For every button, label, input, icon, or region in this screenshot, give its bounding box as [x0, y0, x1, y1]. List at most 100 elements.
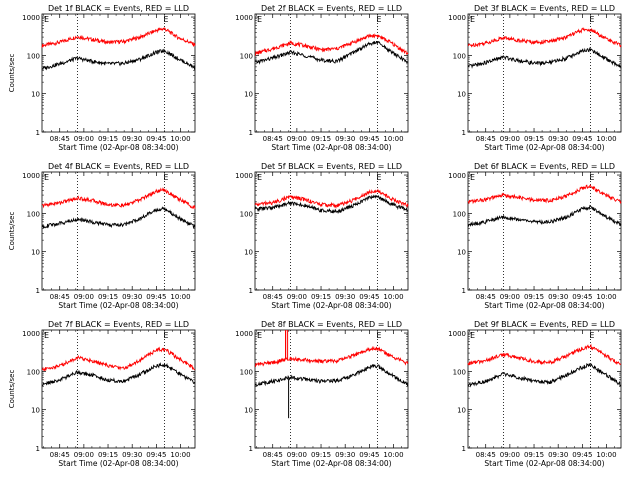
- chart-panel: Det 8f BLACK = Events, RED = LLD 1 10 100 10…: [235, 320, 409, 468]
- series-line-black: [254, 194, 409, 214]
- x-tick-label: 09:00: [500, 293, 520, 301]
- x-tick-label: 09:45: [146, 135, 166, 143]
- chart-panel: Det 2f BLACK = Events, RED = LLD 1 10 100 10…: [235, 4, 409, 152]
- y-tick-label: 1: [462, 287, 466, 295]
- x-tick-label: 09:00: [74, 135, 94, 143]
- y-tick-label: 10: [31, 249, 40, 257]
- time-marker-label: E: [589, 331, 594, 340]
- x-tick-label: 09:15: [98, 293, 118, 301]
- time-marker-label: E: [163, 331, 168, 340]
- y-tick-label: 1000: [448, 172, 466, 180]
- series-line-red: [467, 184, 622, 205]
- time-marker-label: E: [376, 173, 381, 182]
- plot-frame: [254, 329, 409, 449]
- x-tick-label: 09:30: [335, 135, 355, 143]
- y-tick-label: 10: [31, 91, 40, 99]
- time-marker-label: E: [376, 331, 381, 340]
- x-tick-label: 10:00: [383, 451, 403, 459]
- x-tick-label: 09:15: [524, 293, 544, 301]
- y-tick-label: 10: [457, 91, 466, 99]
- x-axis-label: Start Time (02-Apr-08 08:34:00): [58, 143, 178, 152]
- x-tick-label: 09:45: [572, 293, 592, 301]
- chart-panel: Det 3f BLACK = Events, RED = LLD 1 10 100 10…: [448, 4, 622, 152]
- series-line-red: [467, 343, 622, 366]
- x-tick-label: 09:00: [74, 293, 94, 301]
- series-line-black: [41, 361, 196, 386]
- chart-title: Det 8f BLACK = Events, RED = LLD: [261, 320, 402, 329]
- plot-frame: [467, 13, 622, 133]
- time-marker-label: E: [470, 331, 475, 340]
- x-tick-label: 09:00: [287, 135, 307, 143]
- x-tick-label: 08:45: [476, 451, 496, 459]
- plot-frame: [254, 171, 409, 291]
- y-tick-label: 100: [27, 52, 40, 60]
- x-tick-label: 09:45: [359, 135, 379, 143]
- y-tick-label: 1: [36, 287, 40, 295]
- y-tick-label: 1: [249, 287, 253, 295]
- chart-panel: Det 6f BLACK = Events, RED = LLD 1 10 100 10…: [448, 162, 622, 310]
- x-tick-label: 09:15: [311, 293, 331, 301]
- x-axis-label: Start Time (02-Apr-08 08:34:00): [484, 301, 604, 310]
- x-axis-label: Start Time (02-Apr-08 08:34:00): [58, 301, 178, 310]
- chart-panel: Det 1f BLACK = Events, RED = LLD 1 10 100 10…: [8, 4, 196, 152]
- x-tick-label: 09:30: [122, 135, 142, 143]
- y-tick-label: 1: [36, 445, 40, 453]
- chart-title: Det 4f BLACK = Events, RED = LLD: [48, 162, 189, 171]
- y-tick-label: 1: [462, 129, 466, 137]
- x-tick-label: 09:00: [500, 451, 520, 459]
- time-marker-label: E: [163, 173, 168, 182]
- chart-panel: Det 7f BLACK = Events, RED = LLD 1 10 100 10…: [8, 320, 196, 468]
- plot-frame: [41, 171, 196, 291]
- x-tick-label: 10:00: [170, 293, 190, 301]
- x-tick-label: 08:45: [476, 293, 496, 301]
- y-tick-label: 1000: [235, 172, 253, 180]
- series-line-red: [254, 33, 409, 56]
- chart-title: Det 1f BLACK = Events, RED = LLD: [48, 4, 189, 13]
- x-tick-label: 08:45: [50, 293, 70, 301]
- time-marker-label: E: [44, 15, 49, 24]
- series-line-black: [41, 206, 196, 229]
- x-tick-label: 10:00: [383, 135, 403, 143]
- time-marker-label: E: [163, 15, 168, 24]
- x-tick-label: 08:45: [50, 135, 70, 143]
- time-marker-label: E: [257, 15, 262, 24]
- y-tick-label: 100: [453, 52, 466, 60]
- series-line-red: [467, 27, 622, 48]
- x-tick-label: 10:00: [596, 135, 616, 143]
- series-line-black: [467, 204, 622, 227]
- y-axis-label: Counts/sec: [8, 370, 16, 409]
- x-tick-label: 09:30: [548, 451, 568, 459]
- x-tick-label: 08:45: [50, 451, 70, 459]
- y-tick-label: 1000: [448, 330, 466, 338]
- y-tick-label: 100: [27, 368, 40, 376]
- time-marker-label: E: [257, 331, 262, 340]
- time-marker-label: E: [470, 15, 475, 24]
- x-tick-label: 10:00: [596, 293, 616, 301]
- x-tick-label: 09:00: [287, 293, 307, 301]
- y-tick-label: 100: [240, 210, 253, 218]
- x-tick-label: 10:00: [170, 135, 190, 143]
- x-axis-label: Start Time (02-Apr-08 08:34:00): [271, 459, 391, 468]
- chart-title: Det 3f BLACK = Events, RED = LLD: [474, 4, 615, 13]
- y-tick-label: 10: [457, 249, 466, 257]
- plot-frame: [41, 329, 196, 449]
- y-axis-label: Counts/sec: [8, 54, 16, 93]
- x-tick-label: 09:30: [548, 135, 568, 143]
- y-tick-label: 1000: [22, 14, 40, 22]
- time-marker-label: E: [44, 331, 49, 340]
- time-marker-label: E: [589, 15, 594, 24]
- y-tick-label: 100: [453, 368, 466, 376]
- y-axis-label: Counts/sec: [8, 212, 16, 251]
- x-axis-label: Start Time (02-Apr-08 08:34:00): [484, 143, 604, 152]
- x-tick-label: 09:45: [359, 293, 379, 301]
- time-marker-label: E: [257, 173, 262, 182]
- time-marker-label: E: [589, 173, 594, 182]
- plot-frame: [467, 171, 622, 291]
- x-tick-label: 08:45: [263, 293, 283, 301]
- y-tick-label: 10: [457, 407, 466, 415]
- x-tick-label: 09:45: [359, 451, 379, 459]
- series-line-red: [41, 27, 196, 48]
- x-tick-label: 10:00: [596, 451, 616, 459]
- x-tick-label: 08:45: [263, 135, 283, 143]
